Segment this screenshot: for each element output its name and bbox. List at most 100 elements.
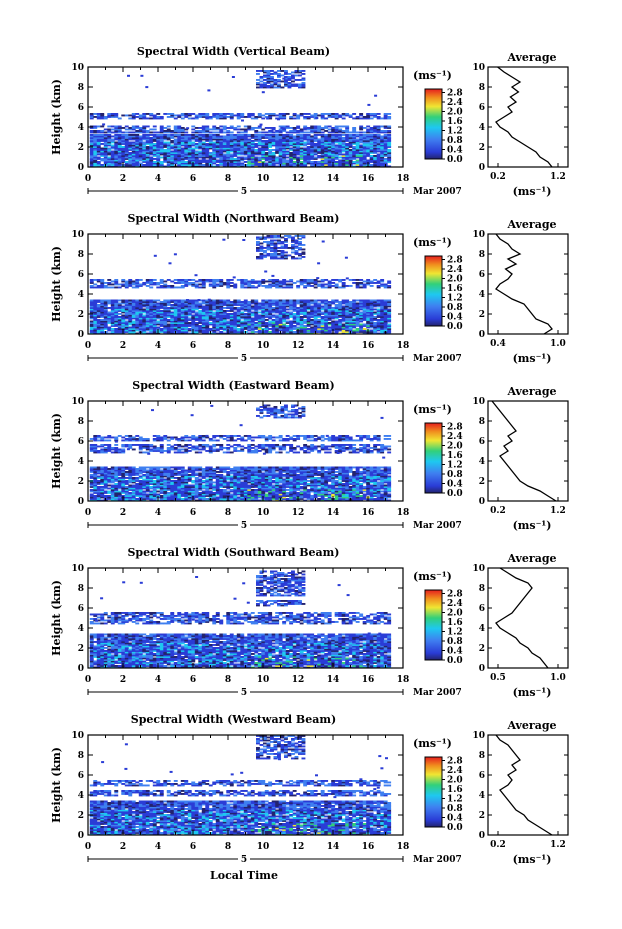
heatmap-cell: [103, 285, 108, 287]
heatmap-cell: [261, 299, 266, 302]
heatmap-cell: [96, 304, 101, 306]
heatmap-cell: [299, 313, 304, 315]
heatmap-cell: [250, 113, 255, 115]
heatmap-cell: [285, 326, 290, 329]
heatmap-cell: [271, 156, 276, 159]
heatmap-cell: [187, 117, 192, 120]
heatmap-cell: [177, 149, 182, 151]
heatmap-cell: [96, 280, 101, 283]
heatmap-cell: [124, 155, 129, 157]
heatmap-cell: [138, 140, 143, 142]
heatmap-cell: [100, 155, 105, 157]
heatmap-cell: [380, 301, 385, 303]
heatmap-cell: [197, 299, 201, 301]
heatmap-cell: [362, 117, 367, 120]
heatmap-cell: [341, 149, 346, 151]
heatmap-cell: [89, 299, 94, 302]
heatmap-cell: [254, 135, 259, 138]
heatmap-cell: [296, 143, 301, 145]
heatmap-cell: [320, 147, 325, 150]
heatmap-cell: [103, 319, 108, 321]
heatmap-cell: [348, 135, 353, 138]
heatmap-cell: [173, 325, 178, 327]
heatmap-cell: [268, 131, 273, 134]
average-profile-line: [495, 233, 553, 335]
heatmap-cell: [352, 310, 357, 312]
heatmap-cell: [282, 149, 287, 151]
heatmap-cell: [110, 317, 115, 320]
heatmap-cell: [317, 328, 322, 330]
heatmap-cell: [327, 131, 332, 134]
heatmap-cell: [275, 320, 280, 323]
heatmap-cell: [177, 304, 182, 306]
heatmap-cell: [355, 317, 360, 320]
heatmap-cell: [194, 314, 199, 317]
heatmap-cell: [222, 137, 227, 139]
heatmap-cell: [284, 76, 288, 78]
heatmap-cell: [352, 299, 357, 302]
heatmap-cell: [233, 283, 238, 286]
heatmap-cell: [313, 143, 318, 145]
heatmap-cell: [250, 153, 255, 156]
heatmap-cell: [373, 156, 378, 159]
heatmap-cell: [324, 153, 329, 156]
heatmap-cell: [208, 159, 213, 162]
heatmap-cell: [96, 320, 101, 323]
heatmap-cell: [284, 85, 288, 87]
heatmap-cell: [310, 149, 315, 151]
heatmap-cell: [254, 152, 259, 154]
heatmap-cell: [278, 316, 283, 318]
heatmap-cell: [275, 143, 280, 145]
heatmap-cell: [275, 302, 280, 305]
heatmap-cell: [96, 146, 101, 148]
heatmap-cell: [163, 150, 168, 153]
heatmap-cell: [277, 80, 281, 83]
heatmap-cell: [331, 141, 336, 144]
heatmap-cell: [135, 161, 140, 163]
heatmap-cell: [142, 135, 147, 138]
heatmap-cell: [373, 141, 378, 144]
heatmap-cell: [247, 128, 252, 131]
heatmap-cell: [250, 128, 255, 131]
heatmap-cell: [149, 301, 154, 303]
heatmap-cell: [250, 146, 255, 148]
heatmap-cell: [359, 159, 364, 162]
heatmap-cell: [278, 317, 283, 320]
heatmap-cell: [173, 305, 178, 308]
heatmap-cell: [345, 285, 350, 287]
heatmap-cell: [138, 329, 143, 332]
heatmap-cell: [362, 283, 367, 286]
heatmap-cell: [219, 150, 224, 153]
heatmap-cell: [257, 284, 261, 287]
heatmap-cell: [257, 138, 262, 141]
heatmap-cell: [257, 316, 262, 318]
heatmap-cell: [327, 286, 332, 289]
heatmap-cell: [149, 313, 154, 315]
heatmap-cell: [296, 137, 301, 139]
heatmap-cell: [142, 130, 147, 132]
heatmap-cell: [198, 162, 203, 165]
heatmap-cell: [166, 155, 171, 157]
heatmap-cell: [222, 328, 227, 330]
heatmap-cell: [215, 152, 220, 154]
heatmap-cell: [338, 308, 343, 311]
heatmap-cell: [275, 140, 280, 142]
heatmap-cell: [352, 143, 357, 145]
heatmap-cell: [261, 128, 266, 131]
heatmap-cell: [114, 307, 119, 309]
heatmap-cell: [278, 130, 283, 132]
heatmap-cell: [278, 283, 283, 286]
heatmap-cell: [212, 135, 217, 138]
heatmap-cell: [366, 310, 371, 312]
heatmap-cell: [334, 130, 339, 132]
heatmap-cell: [324, 138, 329, 141]
heatmap-cell: [117, 144, 122, 147]
heatmap-cell: [282, 286, 287, 289]
heatmap-cell: [259, 247, 264, 249]
heatmap-cell: [142, 314, 147, 317]
heatmap-cell: [257, 150, 262, 153]
heatmap-cell: [222, 113, 227, 115]
heatmap-cell: [103, 149, 108, 151]
heatmap-cell: [208, 144, 213, 147]
average-profile-line: [495, 66, 553, 168]
